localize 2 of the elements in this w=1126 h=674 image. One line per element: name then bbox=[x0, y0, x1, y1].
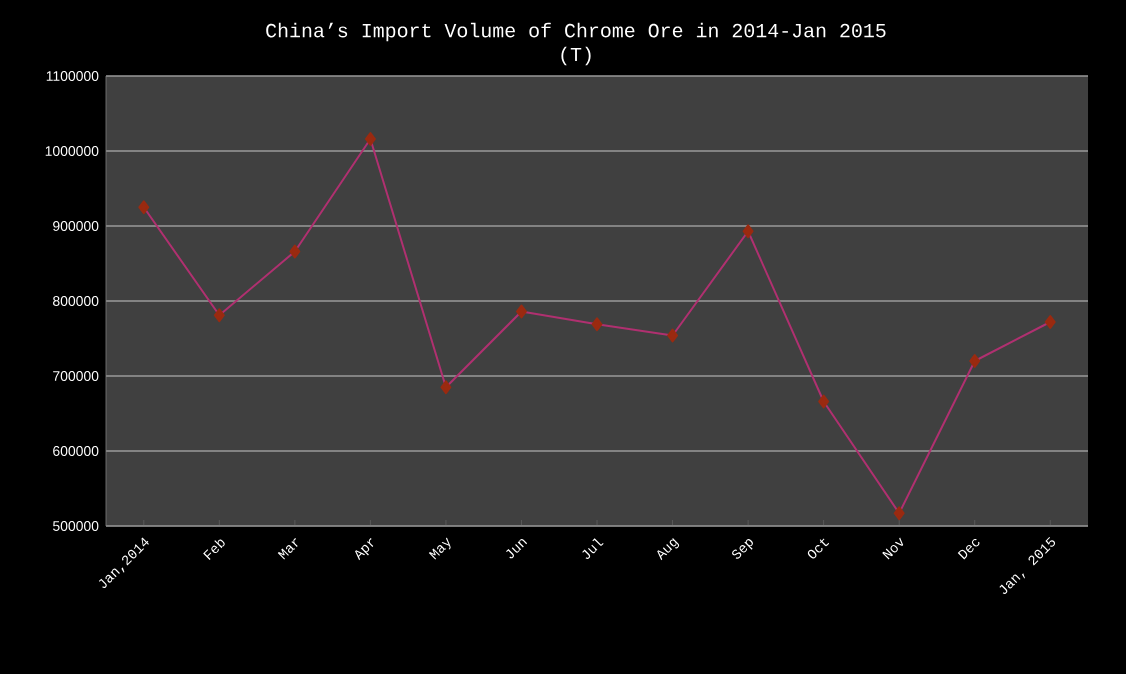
chart-title: China’s Import Volume of Chrome Ore in 2014-Jan 2015 bbox=[266, 22, 886, 42]
chart-subtitle: (T) bbox=[561, 46, 591, 66]
